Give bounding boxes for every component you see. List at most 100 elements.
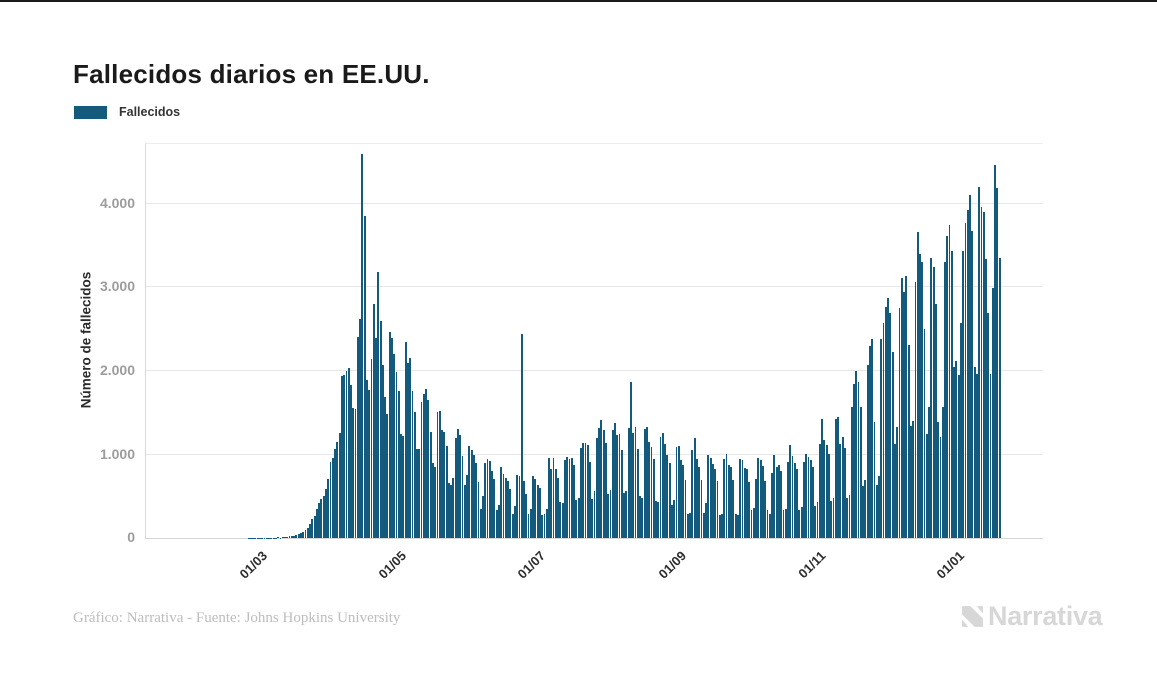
- bar: [821, 419, 824, 538]
- bar: [673, 500, 676, 538]
- bar: [950, 250, 953, 538]
- bar: [850, 407, 853, 538]
- bar: [975, 374, 978, 538]
- bar: [871, 339, 874, 538]
- x-tick-label: 01/05: [375, 548, 410, 582]
- bar: [614, 422, 616, 538]
- bar: [764, 481, 767, 538]
- y-tick-label: 3.000: [99, 278, 135, 295]
- bar: [463, 484, 466, 538]
- bar: [386, 413, 389, 538]
- bar: [520, 334, 523, 538]
- legend-label: Fallecidos: [119, 105, 181, 119]
- bar: [807, 457, 810, 538]
- bar: [416, 449, 418, 538]
- bar: [907, 345, 910, 538]
- bar: [354, 409, 357, 538]
- bar: [359, 319, 362, 538]
- bar: [905, 275, 908, 538]
- bar: [457, 429, 459, 538]
- bar: [969, 194, 971, 538]
- bar: [868, 346, 871, 538]
- bar: [748, 482, 751, 538]
- bar: [928, 407, 930, 538]
- bar: [921, 262, 924, 538]
- bar: [994, 164, 996, 538]
- bar: [982, 212, 985, 538]
- bar: [300, 533, 302, 538]
- bar: [586, 444, 589, 538]
- bar: [791, 456, 794, 538]
- top-border-line: [0, 0, 1157, 2]
- bar: [343, 374, 346, 538]
- bar: [436, 412, 439, 538]
- bar: [707, 454, 710, 538]
- bar: [482, 496, 484, 538]
- bar: [814, 506, 817, 538]
- bar: [853, 383, 855, 538]
- bar: [691, 450, 694, 538]
- bar: [734, 513, 737, 538]
- bar: [511, 513, 514, 538]
- bar: [397, 390, 400, 538]
- bar: [980, 207, 983, 538]
- bar: [964, 223, 967, 538]
- bar: [800, 507, 803, 538]
- legend-swatch: [74, 105, 107, 119]
- chart: 01/03 01/05 01/07 01/09 01/11 01/01: [145, 143, 1043, 582]
- bar: [479, 508, 482, 538]
- bar: [391, 338, 393, 538]
- bar: [816, 502, 819, 538]
- bar: [857, 381, 860, 538]
- bar: [543, 513, 546, 538]
- bar: [652, 458, 655, 538]
- bar: [370, 358, 373, 538]
- bar: [320, 499, 323, 538]
- bar: [498, 505, 500, 538]
- bar: [645, 426, 648, 538]
- bar: [903, 291, 905, 538]
- bar: [768, 513, 771, 538]
- bar: [573, 465, 575, 538]
- bar: [866, 365, 869, 538]
- bar: [491, 470, 494, 538]
- bar: [750, 510, 753, 538]
- bar: [425, 389, 428, 538]
- bar: [582, 443, 585, 538]
- gridline: [146, 286, 1043, 288]
- x-tick-label: 01/09: [655, 548, 690, 582]
- bar: [607, 493, 610, 538]
- bar: [523, 481, 525, 538]
- bar: [937, 422, 940, 538]
- bar: [484, 462, 487, 538]
- bar: [486, 458, 489, 538]
- bar: [477, 482, 480, 538]
- bar: [925, 433, 928, 538]
- bar: [281, 537, 284, 538]
- bar: [468, 446, 471, 538]
- bar: [561, 502, 564, 538]
- bar: [545, 508, 548, 538]
- bar: [939, 437, 942, 538]
- bar: [723, 458, 726, 538]
- bar: [488, 461, 491, 538]
- bar: [302, 532, 305, 538]
- bar: [930, 258, 933, 538]
- bar: [636, 448, 639, 538]
- bar: [340, 375, 343, 538]
- bar: [554, 469, 557, 538]
- narrativa-logo-icon: [962, 606, 983, 627]
- bar: [500, 466, 503, 538]
- bar: [971, 230, 974, 538]
- bar: [716, 480, 719, 538]
- bar: [648, 441, 651, 538]
- bar: [432, 462, 434, 538]
- gridline: [146, 369, 1043, 371]
- bar: [593, 491, 596, 538]
- bar: [680, 460, 682, 538]
- bar: [345, 370, 348, 538]
- bar: [725, 454, 728, 538]
- bar: [311, 519, 314, 538]
- bar: [677, 446, 680, 538]
- bar: [668, 462, 671, 538]
